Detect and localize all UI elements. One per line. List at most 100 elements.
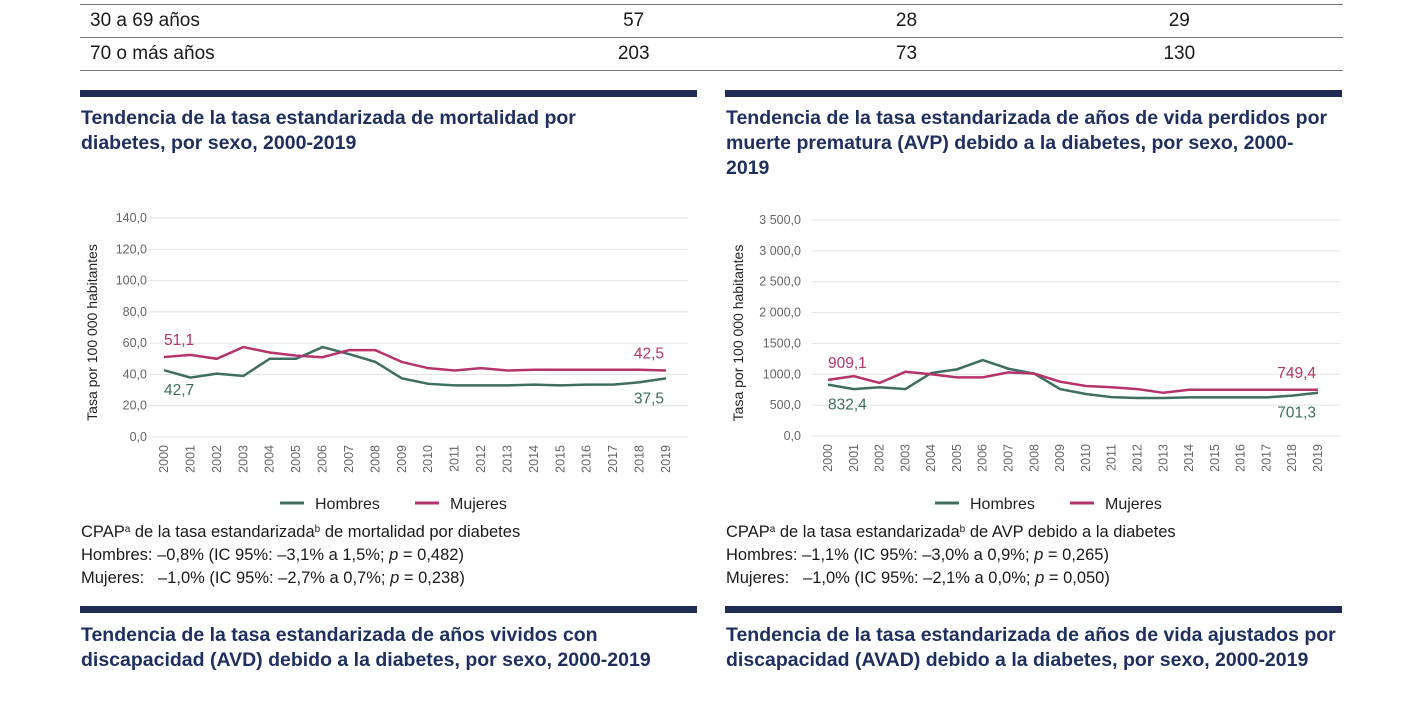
- x-tick-label: 2011: [448, 445, 462, 472]
- x-tick-label: 2016: [1234, 444, 1248, 472]
- y-tick-label: 500,0: [770, 398, 801, 412]
- x-tick-label: 2005: [289, 445, 303, 473]
- cell: 203: [470, 37, 798, 71]
- y-tick-label: 2 000,0: [759, 306, 801, 320]
- avp-line-chart: 0,0 500,0 1000,0 1500,0 2 000,0 2 500,0 3 000,…: [730, 213, 1340, 513]
- x-tick-label: 2011: [1105, 444, 1119, 471]
- table-row: 70 o más años 203 73 130: [80, 37, 1343, 71]
- x-tick-label: 2001: [847, 444, 861, 472]
- y-tick-label: 2 500,0: [759, 275, 801, 289]
- y-tick-label: 20,0: [123, 399, 147, 413]
- x-tick-label: 2010: [421, 445, 435, 473]
- row-label: 70 o más años: [80, 37, 470, 71]
- cell: 57: [470, 4, 798, 38]
- x-tick-label: 2014: [1182, 444, 1196, 472]
- y-tick-label: 3 500,0: [759, 213, 801, 227]
- series-line-mujeres: [827, 370, 1319, 395]
- cell: 130: [1015, 37, 1343, 71]
- series-line-mujeres: [163, 345, 667, 372]
- stats-hombres: Hombres: –0,8% (IC 95%: –3,1% a 1,5%; p …: [81, 546, 464, 564]
- mortality-line-chart: 0,0 20,0 40,0 60,0 80,0 100,0 120,0 140,0 2000 20…: [84, 211, 688, 513]
- x-tick-label: 2019: [1311, 444, 1325, 472]
- first-value-label: 909,1: [828, 355, 867, 372]
- x-tick-label: 2012: [1130, 444, 1144, 472]
- table-row: 30 a 69 años 57 28 29: [80, 4, 1343, 38]
- x-tick-label: 2001: [183, 445, 197, 473]
- x-tick-label: 2015: [1208, 444, 1222, 472]
- cell: 29: [1015, 4, 1343, 38]
- x-tick-label: 2017: [606, 445, 620, 473]
- section-divider: [725, 90, 1342, 97]
- row-label: 30 a 69 años: [80, 4, 470, 38]
- x-tick-label: 2009: [1053, 444, 1067, 472]
- x-tick-label: 2000: [821, 444, 835, 472]
- x-tick-label: 2008: [368, 445, 382, 473]
- x-tick-label: 2006: [976, 444, 990, 472]
- x-tick-label: 2017: [1259, 444, 1273, 472]
- x-tick-label: 2006: [316, 445, 330, 473]
- x-tick-label: 2014: [527, 445, 541, 473]
- mortality-chart-title: Tendencia de la tasa estandarizada de mo…: [81, 107, 576, 154]
- y-axis-label: Tasa por 100 000 habitantes: [730, 245, 746, 422]
- x-tick-label: 2007: [342, 445, 356, 473]
- series-line-hombres: [827, 358, 1319, 400]
- mortality-stats: CPAPa de la tasa estandarizadab de morta…: [81, 518, 520, 590]
- section-divider: [725, 606, 1342, 613]
- y-tick-label: 80,0: [123, 305, 147, 319]
- last-value-label: 42,5: [634, 346, 664, 363]
- stats-hombres: Hombres: –1,1% (IC 95%: –3,0% a 0,9%; p …: [726, 546, 1109, 564]
- x-tick-label: 2003: [898, 444, 912, 472]
- x-tick-label: 2015: [553, 445, 567, 473]
- x-tick-label: 2013: [500, 445, 514, 473]
- y-tick-label: 120,0: [116, 242, 147, 256]
- y-tick-label: 40,0: [123, 367, 147, 381]
- avad-chart-title: Tendencia de la tasa estandarizada de añ…: [726, 624, 1336, 671]
- x-tick-label: 2007: [1002, 444, 1016, 472]
- avp-stats: CPAPa de la tasa estandarizadab de AVP d…: [726, 518, 1176, 590]
- avd-chart-title: Tendencia de la tasa estandarizada de añ…: [81, 624, 651, 671]
- x-tick-label: 2004: [263, 445, 277, 473]
- x-tick-label: 2004: [924, 444, 938, 472]
- y-tick-label: 1500,0: [763, 336, 801, 350]
- x-tick-label: 2012: [474, 445, 488, 473]
- section-divider: [80, 90, 697, 97]
- first-value-label: 51,1: [164, 332, 194, 349]
- last-value-label: 701,3: [1277, 405, 1316, 422]
- series-line-hombres: [163, 345, 667, 387]
- x-tick-label: 2002: [873, 444, 887, 472]
- y-tick-label: 140,0: [116, 211, 147, 225]
- last-value-label: 749,4: [1277, 365, 1316, 382]
- legend-label: Mujeres: [1105, 496, 1162, 513]
- y-tick-label: 0,0: [784, 429, 801, 443]
- legend-label: Hombres: [315, 496, 380, 513]
- section-divider: [80, 606, 697, 613]
- age-table: 30 a 69 años 57 28 29 70 o más años 203 …: [80, 4, 1343, 71]
- stats-mujeres: Mujeres: –1,0% (IC 95%: –2,1% a 0,0%; p …: [726, 569, 1110, 587]
- x-tick-label: 2003: [236, 445, 250, 473]
- legend-label: Hombres: [970, 496, 1035, 513]
- x-tick-label: 2018: [633, 445, 647, 473]
- x-tick-label: 2000: [157, 445, 171, 473]
- y-axis-label: Tasa por 100 000 habitantes: [84, 244, 100, 421]
- stats-mujeres: Mujeres: –1,0% (IC 95%: –2,7% a 0,7%; p …: [81, 569, 465, 587]
- first-value-label: 832,4: [828, 397, 867, 414]
- cell: 28: [797, 4, 1016, 38]
- y-tick-label: 0,0: [130, 430, 147, 444]
- y-tick-label: 1000,0: [763, 367, 801, 381]
- x-tick-label: 2019: [659, 445, 673, 473]
- y-tick-label: 60,0: [123, 336, 147, 350]
- y-tick-label: 3 000,0: [759, 244, 801, 258]
- x-tick-label: 2016: [580, 445, 594, 473]
- y-tick-label: 100,0: [116, 274, 147, 288]
- first-value-label: 42,7: [164, 382, 194, 399]
- x-tick-label: 2018: [1285, 444, 1299, 472]
- stats-heading: CPAPa de la tasa estandarizadab de AVP d…: [726, 523, 1176, 541]
- last-value-label: 37,5: [634, 390, 664, 407]
- x-tick-label: 2005: [950, 444, 964, 472]
- x-tick-label: 2002: [210, 445, 224, 473]
- stats-heading: CPAPa de la tasa estandarizadab de morta…: [81, 523, 521, 541]
- legend-label: Mujeres: [450, 496, 507, 513]
- x-tick-label: 2010: [1079, 444, 1093, 472]
- x-tick-label: 2008: [1027, 444, 1041, 472]
- avp-chart-title: Tendencia de la tasa estandarizada de añ…: [726, 107, 1328, 179]
